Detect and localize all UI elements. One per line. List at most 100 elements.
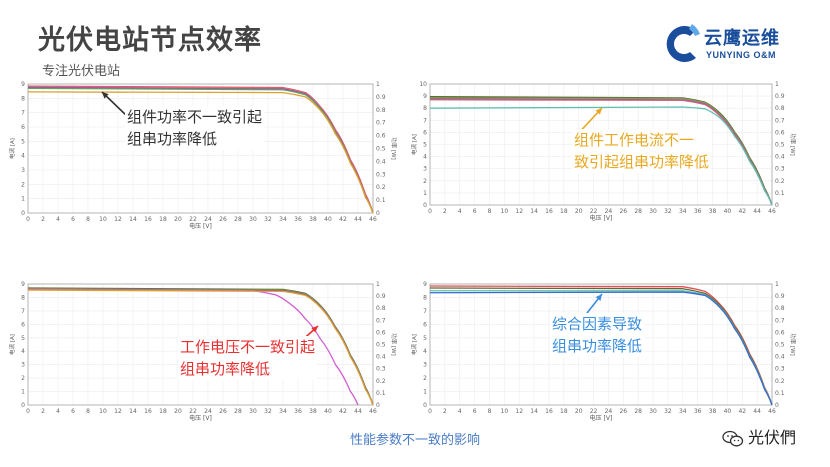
x-tick-label: 12 <box>515 408 523 415</box>
series-line <box>27 91 374 214</box>
y-tick-label: 1 <box>21 389 25 396</box>
y2-tick-label: 0.6 <box>376 133 386 140</box>
annotation-line-2: 组串功率降低 <box>552 337 643 355</box>
chart-3-annotation: 工作电压不一致引起 组串功率降低 <box>178 336 318 380</box>
x-tick-label: 20 <box>174 408 182 415</box>
y2-tick-label: 0 <box>775 202 779 209</box>
x-tick-label: 24 <box>605 208 613 215</box>
y-tick-label: 9 <box>423 281 427 288</box>
y-tick-label: 7 <box>423 308 427 315</box>
plot-frame <box>27 83 374 214</box>
x-axis-label: 电压 [V] <box>189 222 212 230</box>
x-tick-label: 10 <box>501 208 509 215</box>
annotation-line-1: 工作电压不一致引起 <box>180 338 316 356</box>
y2-tick-label: 0.3 <box>775 366 785 373</box>
y2-tick-label: 0.7 <box>775 317 785 324</box>
x-tick-label: 10 <box>99 216 107 223</box>
x-tick-label: 36 <box>294 408 302 415</box>
x-tick-label: 44 <box>753 408 761 415</box>
x-tick-label: 14 <box>530 408 538 415</box>
y-tick-label: 8 <box>423 105 427 112</box>
x-tick-label: 0 <box>428 408 432 415</box>
y-tick-label: 5 <box>21 138 25 145</box>
y-tick-label: 6 <box>21 321 25 328</box>
y-tick-label: 7 <box>21 110 25 117</box>
y2-tick-label: 0.4 <box>376 354 386 361</box>
x-tick-label: 32 <box>264 216 272 223</box>
x-tick-label: 18 <box>159 408 167 415</box>
y2-tick-label: 0.9 <box>775 293 785 300</box>
y-tick-label: 4 <box>423 154 427 161</box>
y-axis-label: 电流 [A] <box>8 334 16 355</box>
x-tick-label: 24 <box>204 408 212 415</box>
y-tick-label: 0 <box>423 202 427 209</box>
x-tick-label: 42 <box>339 216 347 223</box>
watermark: 光伏們 <box>722 424 796 448</box>
chart-panel-2: 0 2 4 6 8 10 12 14 16 18 20 22 24 26 28 30 32 34 36 38 40 42 4… <box>410 80 802 225</box>
x-tick-label: 14 <box>129 216 137 223</box>
x-tick-label: 24 <box>605 408 613 415</box>
y-tick-label: 6 <box>21 124 25 131</box>
y-tick-label: 6 <box>423 321 427 328</box>
chart-2-annotation: 组件工作电流不一 致引起组串功率降低 <box>572 129 712 173</box>
company-logo: 云鹰运维 YUNYING O&M <box>662 22 822 72</box>
y-tick-label: 10 <box>419 81 427 88</box>
y-tick-label: 2 <box>423 375 427 382</box>
y2-tick-label: 0.2 <box>376 378 386 385</box>
x-tick-label: 6 <box>71 408 75 415</box>
y-tick-label: 0 <box>423 402 427 409</box>
chart-4-annotation: 综合因素导致 组串功率降低 <box>550 313 645 357</box>
x-tick-label: 42 <box>339 408 347 415</box>
watermark-text: 光伏們 <box>748 428 797 447</box>
x-tick-label: 40 <box>324 408 332 415</box>
annotation-line-2: 组串功率降低 <box>127 130 218 148</box>
x-tick-label: 4 <box>56 408 60 415</box>
x-tick-label: 14 <box>129 408 137 415</box>
y-tick-label: 0 <box>21 210 25 217</box>
x-tick-label: 6 <box>473 208 477 215</box>
x-tick-label: 38 <box>309 216 317 223</box>
y-tick-label: 8 <box>21 95 25 102</box>
y2-tick-label: 0.7 <box>376 120 386 127</box>
plot-frame <box>27 283 374 406</box>
y2-tick-label: 0.9 <box>376 94 386 101</box>
y-tick-label: 5 <box>21 335 25 342</box>
x-tick-label: 44 <box>354 408 362 415</box>
y-tick-label: 1 <box>21 196 25 203</box>
wechat-icon <box>722 430 744 446</box>
y2-tick-label: 0.3 <box>376 171 386 178</box>
chart-panel-3: 0 2 4 6 8 10 12 14 16 18 20 22 24 26 28 30 32 34 36 38 40 42 4… <box>8 280 398 425</box>
y-tick-label: 3 <box>21 167 25 174</box>
x-tick-label: 22 <box>189 216 197 223</box>
x-tick-label: 34 <box>679 208 687 215</box>
x-tick-label: 24 <box>204 216 212 223</box>
y2-tick-label: 0.8 <box>775 305 785 312</box>
x-tick-label: 2 <box>41 408 45 415</box>
y2-tick-label: 0.7 <box>376 317 386 324</box>
x-tick-label: 2 <box>41 216 45 223</box>
x-tick-label: 42 <box>738 408 746 415</box>
y2-tick-label: 0.1 <box>376 390 386 397</box>
y2-tick-label: 0.7 <box>775 117 785 124</box>
y2-tick-label: 0.9 <box>775 93 785 100</box>
x-tick-label: 10 <box>99 408 107 415</box>
y-tick-label: 3 <box>423 166 427 173</box>
x-tick-label: 32 <box>664 408 672 415</box>
y-tick-label: 4 <box>423 348 427 355</box>
y2-tick-label: 1 <box>775 81 779 88</box>
x-tick-label: 12 <box>114 216 122 223</box>
y2-axis-label: 功率 [W] <box>390 333 398 355</box>
y2-tick-label: 0.8 <box>376 107 386 114</box>
y-tick-label: 6 <box>423 129 427 136</box>
annotation-arrowhead <box>595 108 602 115</box>
x-tick-label: 26 <box>219 408 227 415</box>
annotation-arrowhead <box>595 294 602 301</box>
annotation-line-1: 组件功率不一致引起 <box>127 108 263 126</box>
y2-tick-label: 0.4 <box>376 158 386 165</box>
y-tick-label: 3 <box>423 362 427 369</box>
x-tick-label: 4 <box>56 216 60 223</box>
x-tick-label: 16 <box>144 216 152 223</box>
y-tick-label: 9 <box>423 93 427 100</box>
x-tick-label: 20 <box>575 208 583 215</box>
x-tick-label: 30 <box>649 408 657 415</box>
